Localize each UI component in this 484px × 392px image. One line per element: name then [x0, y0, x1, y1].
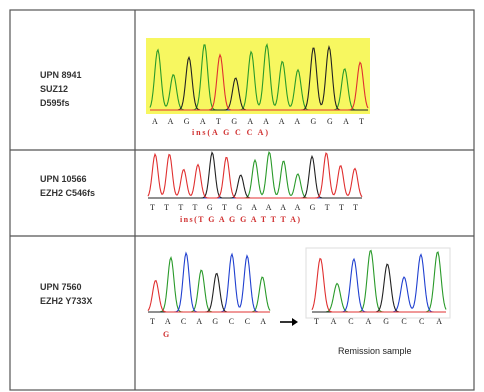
annotation: ins(T G A G G A T T T A) [180, 215, 300, 224]
sample-label: UPN 7560 [40, 282, 82, 292]
sample-label: SUZ12 [40, 84, 68, 94]
sample-label: UPN 8941 [40, 70, 82, 80]
sample-label: UPN 10566 [40, 174, 87, 184]
sample-label: EZH2 Y733X [40, 296, 92, 306]
sample-label: EZH2 C546fs [40, 188, 95, 198]
arrow-head [292, 318, 298, 326]
annotation: G [163, 330, 169, 339]
annotation: ins(A G C C A) [192, 128, 268, 137]
sequence: A A G A T G A A A A G G A T [152, 117, 364, 126]
figure: UPN 8941 SUZ12 D595fs A A G A T G A A A A G… [0, 0, 484, 392]
trace-a [148, 258, 270, 312]
sequence: T T T T G T G A A A A G T T T [150, 203, 358, 212]
sample-label: D595fs [40, 98, 70, 108]
remission-label: Remission sample [338, 346, 412, 356]
sequence: T A C A G C C A [150, 317, 266, 326]
trace-c [148, 253, 270, 312]
